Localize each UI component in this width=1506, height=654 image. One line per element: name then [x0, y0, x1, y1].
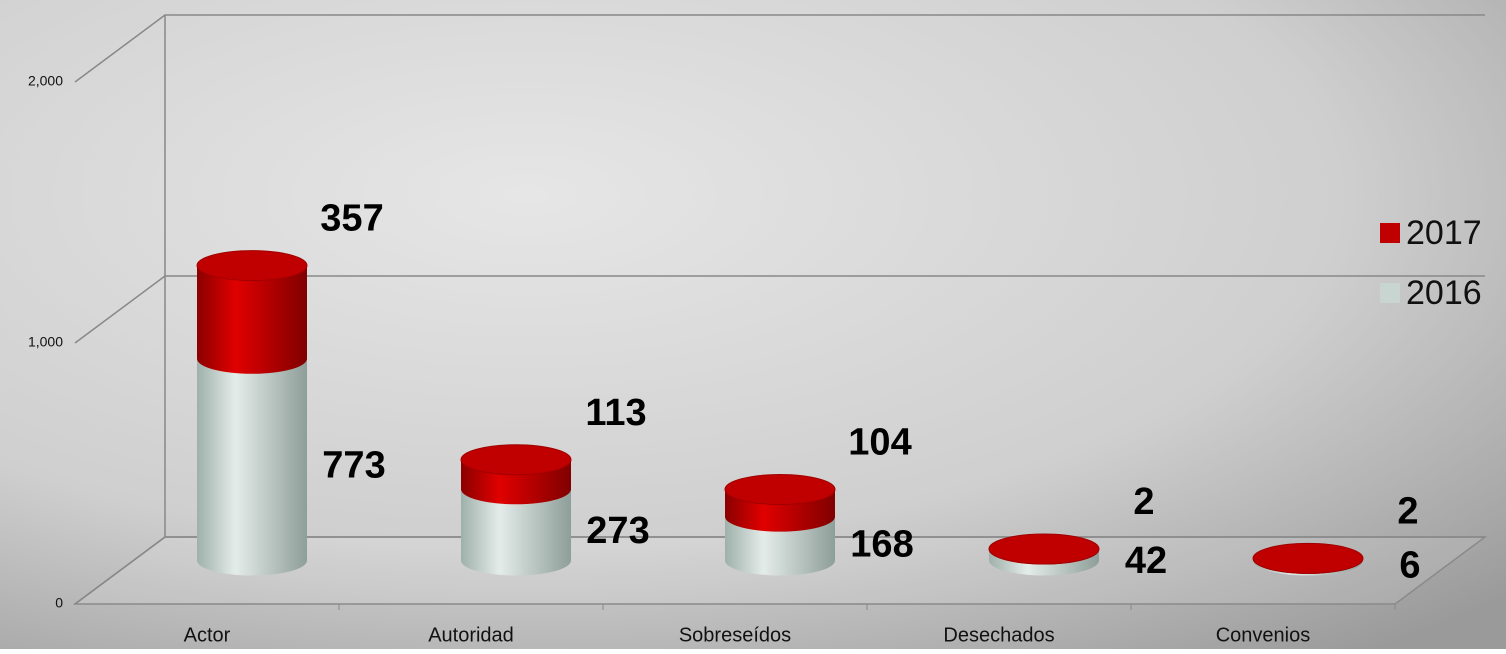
cylinder-top — [197, 251, 307, 281]
cylinder-top — [1253, 543, 1363, 573]
cylinder-segment — [197, 359, 307, 576]
data-label: 42 — [1125, 540, 1167, 582]
legend-label: 2016 — [1406, 274, 1482, 312]
data-label: 6 — [1399, 545, 1420, 587]
y-tick-label: 1,000 — [28, 334, 63, 350]
data-label: 273 — [586, 510, 649, 552]
cylinder-top — [725, 475, 835, 505]
data-label: 113 — [585, 392, 646, 434]
x-tick-label: Actor — [184, 624, 231, 646]
data-label: 168 — [850, 524, 913, 566]
data-label: 2 — [1133, 481, 1154, 523]
y-tick-label: 2,000 — [28, 73, 63, 89]
x-tick-label: Desechados — [943, 624, 1054, 646]
cylinder-top — [989, 534, 1099, 564]
legend-label: 2017 — [1406, 214, 1482, 252]
legend-swatch — [1380, 223, 1400, 243]
y-tick-label: 0 — [55, 595, 63, 611]
cylinder-top — [461, 445, 571, 475]
legend-swatch — [1380, 283, 1400, 303]
x-tick-label: Sobreseídos — [679, 624, 791, 646]
x-tick-label: Convenios — [1216, 624, 1311, 646]
data-label: 357 — [320, 198, 383, 240]
x-tick-label: Autoridad — [428, 624, 514, 646]
data-label: 104 — [848, 422, 911, 464]
data-label: 773 — [322, 445, 385, 487]
data-label: 2 — [1397, 490, 1418, 532]
cylinder-segment — [197, 266, 307, 374]
chart: 0 1,000 2,000 Actor 773 357 Autoridad 273 113 Sob… — [0, 0, 1506, 649]
